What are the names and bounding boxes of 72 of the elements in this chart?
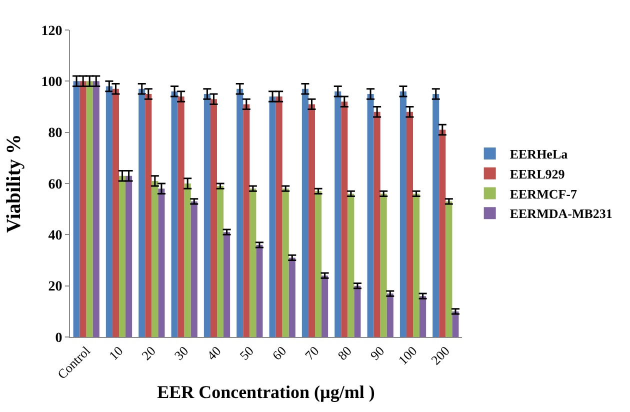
x-tick-label: 40 xyxy=(204,343,224,364)
x-tick-label: 60 xyxy=(269,343,290,364)
bar xyxy=(86,81,93,337)
bar xyxy=(276,96,282,337)
bar xyxy=(386,294,394,337)
y-tick-label: 100 xyxy=(41,75,62,90)
bar xyxy=(269,96,276,337)
y-tick-label: 80 xyxy=(48,126,62,142)
bar xyxy=(420,296,426,337)
bar xyxy=(354,286,361,337)
legend-label: EERMDA-MB231 xyxy=(510,206,612,222)
bar xyxy=(282,188,289,337)
bar xyxy=(184,184,191,337)
bar xyxy=(322,276,328,337)
x-tick-label: 20 xyxy=(138,343,158,364)
y-tick-label: 120 xyxy=(41,24,62,39)
bar xyxy=(178,96,184,337)
bar xyxy=(413,194,420,337)
bar xyxy=(126,176,132,337)
bar xyxy=(367,94,374,337)
bar xyxy=(190,201,198,337)
y-tick-label: 20 xyxy=(48,280,62,295)
bar xyxy=(406,112,413,337)
bar xyxy=(217,186,224,337)
bar xyxy=(92,81,100,337)
bar xyxy=(158,188,165,337)
y-tick-label: 0 xyxy=(55,330,62,346)
x-axis-title: EER Concentration (µg/ml ) xyxy=(157,382,375,402)
bar xyxy=(250,188,256,337)
bar xyxy=(204,94,210,337)
bar xyxy=(446,201,452,337)
bar xyxy=(452,311,459,337)
x-tick-label: 70 xyxy=(302,343,322,364)
bar xyxy=(439,130,446,337)
bar xyxy=(236,88,244,337)
bar xyxy=(302,88,308,337)
bar xyxy=(145,94,152,337)
bar xyxy=(315,191,322,337)
bar xyxy=(380,194,387,337)
bar xyxy=(138,88,146,337)
x-tick-label: 100 xyxy=(395,343,420,368)
bar xyxy=(432,94,440,337)
bar xyxy=(152,180,158,337)
x-tick-label: 50 xyxy=(236,343,256,364)
x-tick-label: 80 xyxy=(334,343,354,364)
bar xyxy=(334,91,342,337)
bar xyxy=(106,86,112,337)
bar xyxy=(73,81,80,337)
x-tick-label: 200 xyxy=(428,343,452,368)
y-axis-title: Viability % xyxy=(3,134,25,233)
y-tick-label: 40 xyxy=(48,228,62,244)
bar xyxy=(171,91,178,337)
bar xyxy=(400,91,406,337)
bar xyxy=(288,258,296,337)
bar xyxy=(308,104,315,337)
legend-label: EERHeLa xyxy=(510,146,568,162)
bar xyxy=(224,232,230,337)
bar xyxy=(256,244,263,337)
bar xyxy=(374,112,380,337)
bar xyxy=(243,104,250,337)
bar xyxy=(348,194,354,337)
y-tick-label: 60 xyxy=(48,177,62,192)
legend-label: EERMCF-7 xyxy=(510,186,578,202)
bar xyxy=(341,102,348,337)
bar xyxy=(119,176,126,337)
legend-label: EERL929 xyxy=(510,166,566,182)
x-tick-label: 30 xyxy=(171,343,192,364)
x-tick-label: 10 xyxy=(106,343,126,364)
x-tick-label: 90 xyxy=(367,343,388,364)
bar xyxy=(112,88,119,337)
bar xyxy=(80,81,86,337)
bar xyxy=(210,99,217,337)
